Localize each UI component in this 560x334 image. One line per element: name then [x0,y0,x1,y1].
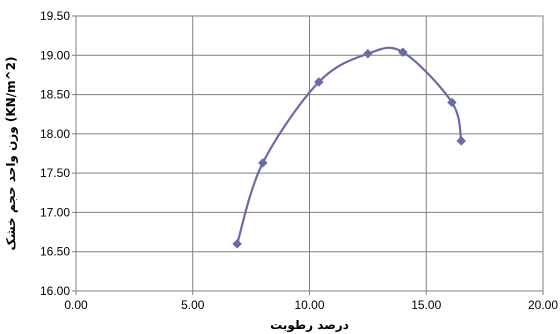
series-markers [232,47,467,249]
x-tick-label: 15.00 [411,298,441,312]
y-tick-label: 17.00 [40,205,70,219]
data-point-marker [363,48,373,59]
data-point-marker [257,158,268,168]
y-tick-label: 18.00 [40,127,70,141]
x-tick-label: 5.00 [181,298,205,312]
y-axis-title: (KN/m^2) وزن واحد حجم خشک [4,57,19,251]
series-line [236,46,463,245]
y-tick-label: 16.00 [40,284,70,298]
x-tick-label: 0.00 [64,298,88,312]
x-tick-label: 20.00 [528,298,558,312]
y-tick-label: 17.50 [40,166,70,180]
x-axis-ticks: 0.00 5.00 10.00 15.00 20.00 [64,291,558,312]
y-tick-label: 16.50 [40,245,70,259]
data-point-marker [313,77,324,87]
x-axis-title: درصد رطوبت [270,318,349,333]
y-tick-label: 18.50 [40,88,70,102]
y-axis-ticks: 16.00 16.50 17.00 17.50 18.00 18.50 19.00 19.50 [40,9,76,298]
data-point-marker [232,239,242,249]
y-tick-label: 19.50 [40,9,70,23]
grid [76,16,543,291]
data-point-marker [456,136,467,146]
x-tick-label: 10.00 [294,298,324,312]
data-point-marker [398,47,408,57]
y-tick-label: 19.00 [40,48,70,62]
data-point-marker [447,97,457,108]
